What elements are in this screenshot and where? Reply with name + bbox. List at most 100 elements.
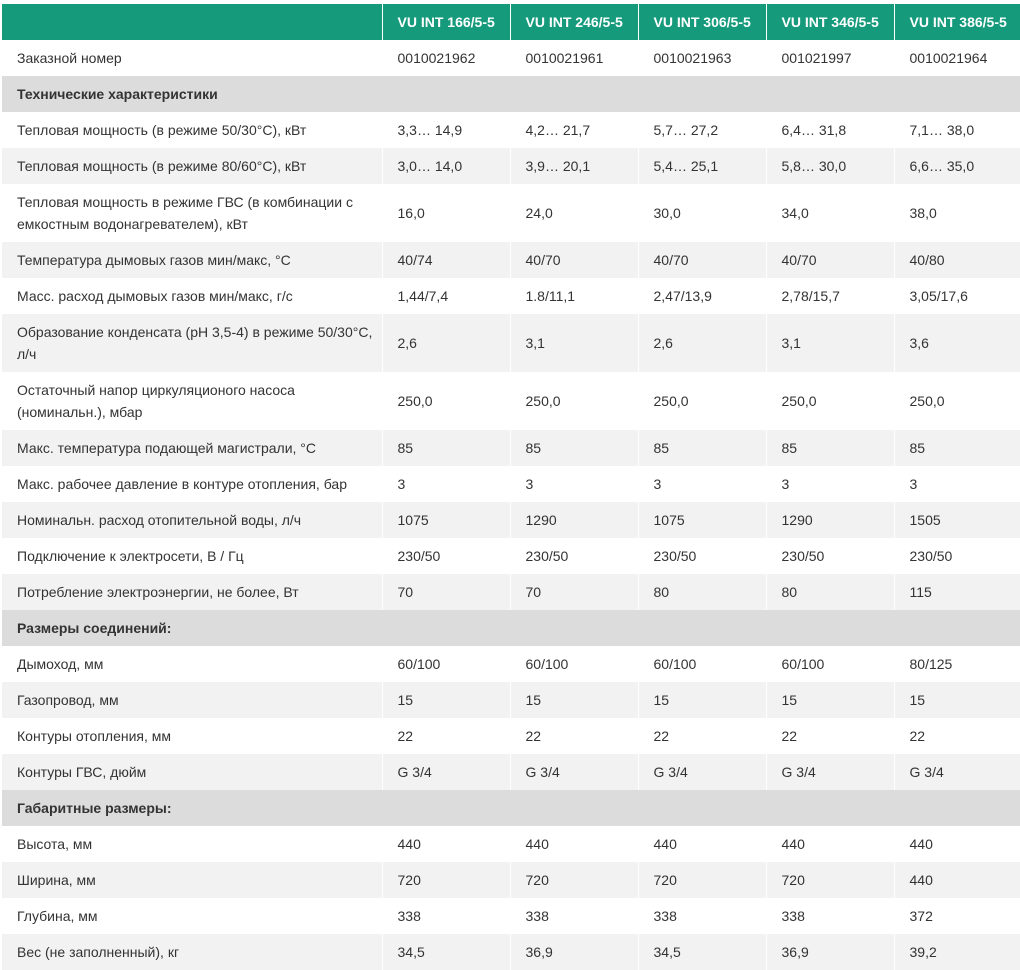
value-cell: 85 [637, 430, 766, 466]
value-cell: G 3/4 [381, 754, 510, 790]
value-cell: 0010021961 [509, 40, 638, 76]
parameter-label: Заказной номер [2, 40, 382, 76]
value-cell: 3,9… 20,1 [509, 148, 638, 184]
parameter-label: Контуры отопления, мм [2, 718, 382, 754]
value-cell: 440 [381, 826, 510, 862]
section-header-row: Технические характеристики [2, 76, 1020, 112]
value-cell: 5,8… 30,0 [765, 148, 894, 184]
table-row: Тепловая мощность (в режиме 50/30°С), кВ… [2, 112, 1020, 148]
table-row: Макс. рабочее давление в контуре отоплен… [2, 466, 1020, 502]
parameter-label: Газопровод, мм [2, 682, 382, 718]
parameter-label: Подключение к электросети, В / Гц [2, 538, 382, 574]
value-cell: 720 [637, 862, 766, 898]
parameter-label: Номинальн. расход отопительной воды, л/ч [2, 502, 382, 538]
parameter-label: Тепловая мощность (в режиме 50/30°С), кВ… [2, 112, 382, 148]
value-cell: 720 [509, 862, 638, 898]
value-cell: 15 [509, 682, 638, 718]
table-header-row: VU INT 166/5-5 VU INT 246/5-5 VU INT 306… [2, 4, 1020, 40]
value-cell: 36,9 [765, 934, 894, 970]
table-row: Дымоход, мм 60/100 60/100 60/100 60/100 80/12… [2, 646, 1020, 682]
parameter-label: Вес (не заполненный), кг [2, 934, 382, 970]
table-row: Температура дымовых газов мин/макс, °С 40… [2, 242, 1020, 278]
parameter-label: Масс. расход дымовых газов мин/макс, г/с [2, 278, 382, 314]
parameter-label: Макс. рабочее давление в контуре отоплен… [2, 466, 382, 502]
value-cell: 440 [765, 826, 894, 862]
table-body: Заказной номер 0010021962 0010021961 001002… [2, 40, 1020, 970]
value-cell: 34,5 [637, 934, 766, 970]
value-cell: 3 [765, 466, 894, 502]
value-cell: 1.8/11,1 [509, 278, 638, 314]
table-row: Ширина, мм 720 720 720 720 440 [2, 862, 1020, 898]
value-cell: 338 [381, 898, 510, 934]
value-cell: 3,05/17,6 [893, 278, 1020, 314]
value-cell: 60/100 [509, 646, 638, 682]
parameter-label: Дымоход, мм [2, 646, 382, 682]
value-cell: 3,1 [509, 314, 638, 372]
value-cell: 720 [381, 862, 510, 898]
value-cell: 001021997 [765, 40, 894, 76]
value-cell: 338 [637, 898, 766, 934]
value-cell: 6,4… 31,8 [765, 112, 894, 148]
header-cell-model: VU INT 346/5-5 [765, 4, 894, 40]
header-cell-model: VU INT 166/5-5 [381, 4, 510, 40]
parameter-label: Остаточный напор циркуляционого насоса (… [2, 372, 382, 430]
table-row: Глубина, мм 338 338 338 338 372 [2, 898, 1020, 934]
value-cell: 230/50 [765, 538, 894, 574]
value-cell: 3 [381, 466, 510, 502]
value-cell: 0010021963 [637, 40, 766, 76]
value-cell: 2,6 [381, 314, 510, 372]
value-cell: 16,0 [381, 184, 510, 242]
value-cell: 440 [893, 862, 1020, 898]
parameter-label: Глубина, мм [2, 898, 382, 934]
value-cell: 6,6… 35,0 [893, 148, 1020, 184]
value-cell: 338 [765, 898, 894, 934]
section-header-row: Размеры соединений: [2, 610, 1020, 646]
header-cell-parameter [2, 4, 382, 40]
value-cell: 70 [509, 574, 638, 610]
table-row: Тепловая мощность (в режиме 80/60°С), кВ… [2, 148, 1020, 184]
value-cell: 85 [765, 430, 894, 466]
section-title: Технические характеристики [2, 76, 1020, 112]
value-cell: 70 [381, 574, 510, 610]
table-row: Заказной номер 0010021962 0010021961 001002… [2, 40, 1020, 76]
value-cell: 60/100 [637, 646, 766, 682]
value-cell: 1,44/7,4 [381, 278, 510, 314]
table-row: Высота, мм 440 440 440 440 440 [2, 826, 1020, 862]
value-cell: 372 [893, 898, 1020, 934]
header-cell-model: VU INT 306/5-5 [637, 4, 766, 40]
value-cell: 115 [893, 574, 1020, 610]
value-cell: 24,0 [509, 184, 638, 242]
value-cell: 338 [509, 898, 638, 934]
value-cell: 5,4… 25,1 [637, 148, 766, 184]
table-row: Подключение к электросети, В / Гц 230/50 2… [2, 538, 1020, 574]
value-cell: 60/100 [765, 646, 894, 682]
value-cell: 80/125 [893, 646, 1020, 682]
value-cell: G 3/4 [765, 754, 894, 790]
value-cell: 85 [893, 430, 1020, 466]
value-cell: 80 [765, 574, 894, 610]
table-row: Потребление электроэнергии, не более, Вт… [2, 574, 1020, 610]
value-cell: 250,0 [765, 372, 894, 430]
value-cell: 34,0 [765, 184, 894, 242]
value-cell: 22 [893, 718, 1020, 754]
section-title: Размеры соединений: [2, 610, 1020, 646]
value-cell: 720 [765, 862, 894, 898]
parameter-label: Образование конденсата (pH 3,5-4) в режи… [2, 314, 382, 372]
parameter-label: Тепловая мощность в режиме ГВС (в комбин… [2, 184, 382, 242]
table-row: Газопровод, мм 15 15 15 15 15 [2, 682, 1020, 718]
value-cell: 40/70 [637, 242, 766, 278]
value-cell: G 3/4 [509, 754, 638, 790]
value-cell: 3,3… 14,9 [381, 112, 510, 148]
value-cell: 5,7… 27,2 [637, 112, 766, 148]
value-cell: 15 [893, 682, 1020, 718]
value-cell: 1075 [637, 502, 766, 538]
parameter-label: Контуры ГВС, дюйм [2, 754, 382, 790]
table-row: Вес (не заполненный), кг 34,5 36,9 34,5 36,9… [2, 934, 1020, 970]
parameter-label: Ширина, мм [2, 862, 382, 898]
table-row: Тепловая мощность в режиме ГВС (в комбин… [2, 184, 1020, 242]
value-cell: 440 [893, 826, 1020, 862]
section-title: Габаритные размеры: [2, 790, 1020, 826]
value-cell: 1505 [893, 502, 1020, 538]
value-cell: 1290 [509, 502, 638, 538]
value-cell: 15 [765, 682, 894, 718]
